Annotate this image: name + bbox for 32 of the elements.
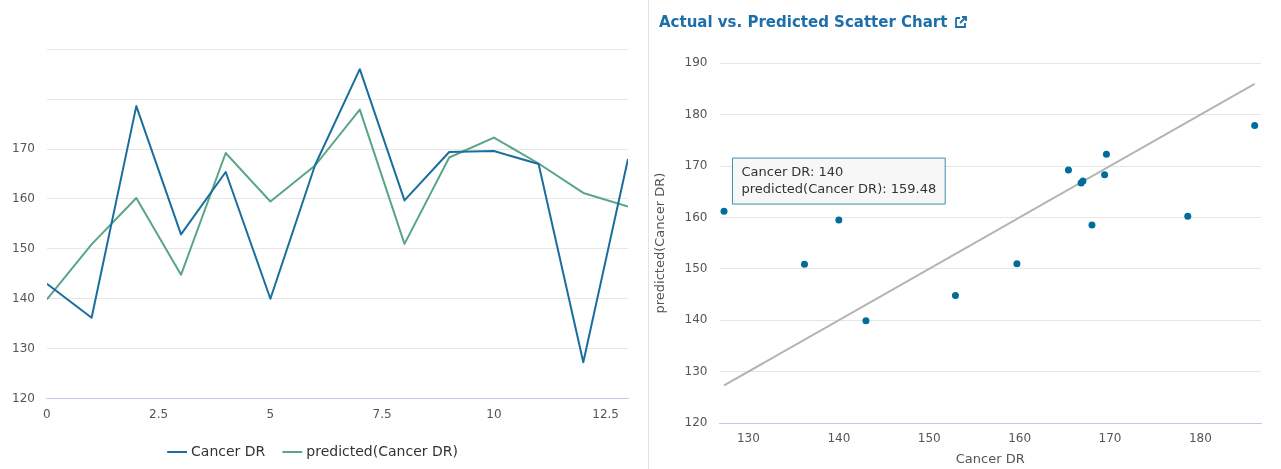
y-axis-title: predicted(Cancer DR) [652,172,668,314]
y-tick-label: 120 [684,415,708,430]
y-tick-label: 160 [12,191,35,206]
y-tick-label: 160 [684,209,708,224]
x-tick-label: 7.5 [372,406,392,421]
chart-title: Actual vs. Predicted Scatter Chart [659,13,948,31]
x-tick-label: 140 [827,431,851,446]
x-tick-label: 10 [486,406,502,421]
legend-label: predicted(Cancer DR) [306,442,458,459]
x-tick-label: 0 [43,406,51,421]
y-tick-label: 170 [12,141,35,156]
y-tick-label: 140 [684,312,708,327]
x-axis-title: Cancer DR [955,450,1025,466]
x-tick-label: 130 [736,431,760,446]
x-tick-label: 150 [917,431,941,446]
x-tick-label: 160 [1008,431,1032,446]
y-tick-label: 150 [12,240,35,255]
x-tick-label: 2.5 [149,406,169,421]
legend-label: Cancer DR [191,442,266,459]
y-tick-label: 130 [12,340,35,355]
x-tick-label: 5 [266,406,275,421]
x-tick-label: 180 [1188,431,1212,446]
y-tick-label: 150 [684,260,708,275]
x-tick-label: 12.5 [592,406,620,421]
annotation: Cancer DR: 140 predicted(Cancer DR): 159.48 [741,163,937,196]
y-tick-label: 190 [684,55,708,70]
y-tick-label: 180 [684,106,708,121]
y-tick-label: 120 [12,390,35,405]
y-tick-label: 140 [12,290,35,305]
x-tick-label: 170 [1098,431,1122,446]
y-tick-label: 130 [684,363,708,378]
y-tick-label: 170 [684,158,708,173]
